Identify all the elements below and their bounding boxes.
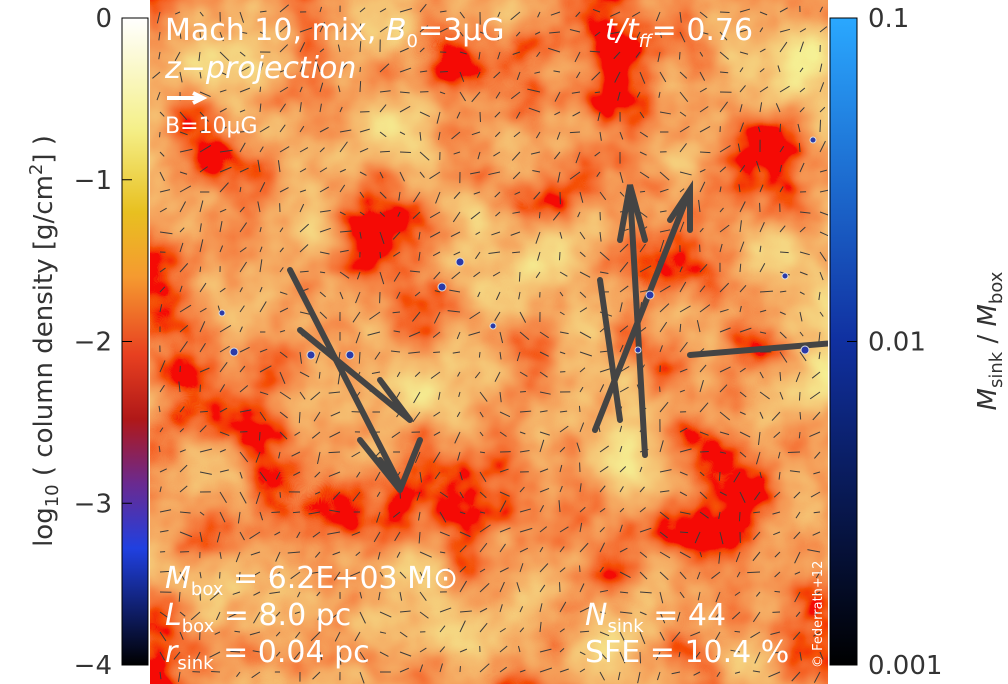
field-vector bbox=[299, 412, 300, 423]
time: t/tff= 0.76 bbox=[605, 13, 753, 52]
field-vector bbox=[640, 191, 645, 192]
field-vector bbox=[720, 72, 728, 73]
tick-label: −3 bbox=[74, 489, 112, 519]
left-colorbar-label: log10 ( column density [g/cm2] ) bbox=[26, 135, 63, 547]
right-colorbar-label: Msink / Mbox bbox=[973, 271, 1007, 410]
title: Mach 10, mix, B0=3μG bbox=[165, 13, 505, 52]
field-vector bbox=[559, 252, 560, 260]
field-vector bbox=[799, 143, 800, 152]
field-vector bbox=[329, 452, 340, 453]
field-vector bbox=[433, 352, 440, 353]
field-vector bbox=[360, 81, 361, 92]
field-vector bbox=[679, 52, 680, 60]
field-vector bbox=[747, 572, 760, 573]
tick-label: −2 bbox=[74, 328, 112, 358]
field-vector bbox=[519, 272, 520, 282]
tick-label: −4 bbox=[74, 651, 112, 681]
field-vector bbox=[700, 152, 710, 153]
credit: © Federrath+12 bbox=[811, 561, 826, 668]
tick-label: −1 bbox=[74, 166, 112, 196]
field-vector bbox=[820, 120, 821, 132]
tick-label: 0.01 bbox=[868, 328, 926, 358]
field-vector bbox=[680, 532, 688, 533]
field-vector bbox=[719, 472, 720, 481]
field-vector bbox=[579, 406, 580, 412]
field-vector bbox=[774, 591, 780, 592]
field-vector bbox=[780, 252, 789, 253]
field-vector bbox=[579, 565, 580, 572]
field-vector bbox=[200, 411, 208, 412]
field-vector bbox=[380, 252, 381, 258]
field-vector bbox=[479, 352, 480, 358]
field-vector bbox=[780, 372, 781, 381]
tick-label: 0.001 bbox=[868, 651, 942, 681]
tick-label: 0.1 bbox=[868, 4, 909, 34]
field-vector bbox=[739, 512, 740, 521]
nsink: Nsink = 44 bbox=[585, 598, 726, 637]
figure: 0 −1 −2 −3 −4 0.1 0.01 0.001 log10 ( column den… bbox=[0, 0, 1008, 684]
field-vector bbox=[380, 151, 390, 152]
projection: z−projection bbox=[164, 51, 356, 86]
field-vector bbox=[259, 432, 260, 441]
field-vector bbox=[799, 392, 800, 401]
field-vector bbox=[293, 512, 300, 513]
sfe: SFE = 10.4 % bbox=[585, 635, 789, 670]
field-vector bbox=[735, 631, 740, 632]
tick-label: 0 bbox=[95, 4, 112, 34]
field-vector bbox=[539, 212, 540, 218]
field-vector bbox=[800, 412, 801, 420]
field-vector bbox=[520, 391, 526, 392]
field-vector bbox=[260, 87, 261, 92]
field-vector bbox=[320, 272, 325, 273]
field-vector bbox=[570, 132, 580, 133]
field-vector bbox=[799, 432, 800, 438]
field-scale: B=10μG bbox=[165, 114, 258, 139]
field-vector bbox=[359, 352, 360, 364]
field-vector bbox=[200, 267, 201, 272]
field-vector bbox=[780, 124, 781, 132]
